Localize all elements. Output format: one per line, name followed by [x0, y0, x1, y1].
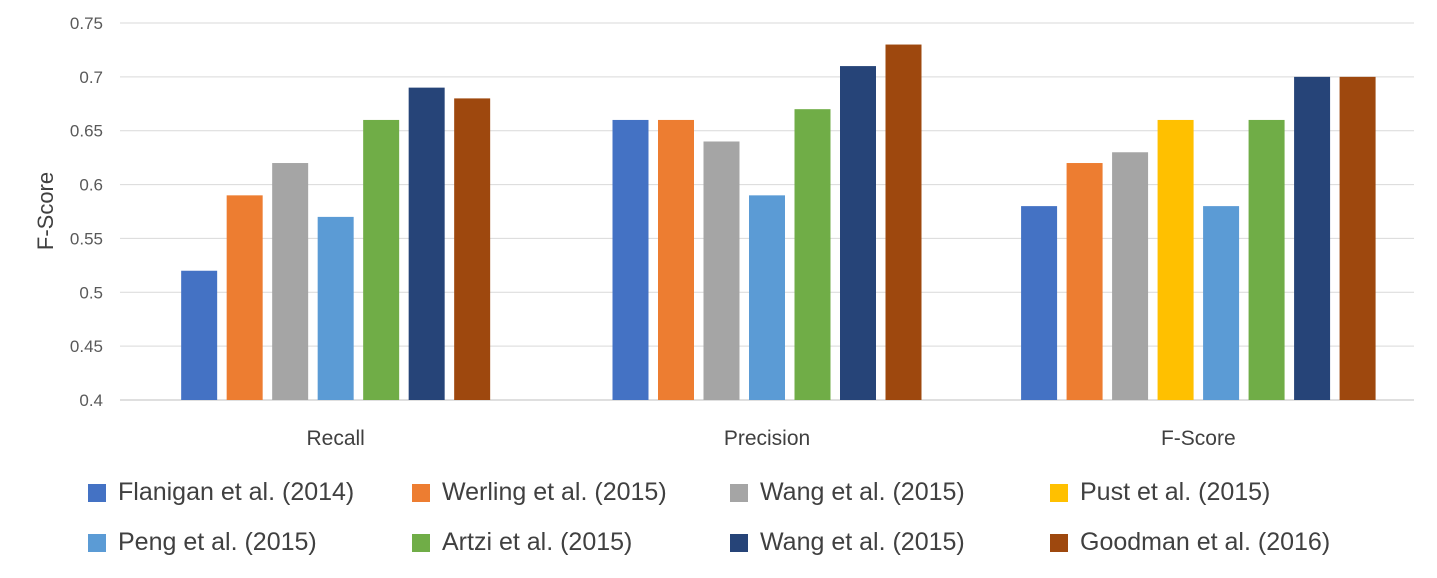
bar [1021, 206, 1058, 400]
bar [840, 66, 876, 400]
y-axis-ticks: 0.4 0.45 0.5 0.55 0.6 0.65 0.7 0.75 [70, 14, 103, 410]
bar [1248, 119, 1285, 400]
bar [181, 270, 218, 400]
legend-label: Wang et al. (2015) [760, 528, 965, 556]
y-axis-label: F-Score [33, 172, 58, 250]
legend-swatch [730, 533, 748, 552]
legend-swatch [730, 483, 748, 502]
legend-label: Goodman et al. (2016) [1080, 528, 1331, 556]
legend-swatch [1050, 483, 1068, 502]
bars [181, 44, 1376, 401]
legend-item: Wang et al. (2015) [730, 528, 965, 557]
bar [612, 119, 649, 400]
legend-item: Artzi et al. (2015) [412, 528, 632, 557]
legend-item: Werling et al. (2015) [412, 478, 667, 507]
bar [658, 119, 694, 400]
y-tick-label: 0.5 [79, 283, 103, 302]
bar [1157, 119, 1194, 400]
y-tick-label: 0.65 [70, 122, 103, 141]
legend: Flanigan et al. (2014) Werling et al. (20… [0, 466, 1437, 578]
legend-swatch [88, 533, 106, 552]
y-tick-label: 0.45 [70, 337, 103, 356]
bar [1112, 152, 1149, 400]
bar [794, 109, 831, 401]
bar-chart: 0.4 0.45 0.5 0.55 0.6 0.65 0.7 0.75 Recall Preci… [33, 14, 1414, 450]
category-label: Recall [306, 427, 364, 450]
legend-swatch [412, 533, 430, 552]
y-tick-label: 0.75 [70, 14, 103, 33]
y-tick-label: 0.55 [70, 229, 103, 248]
category-label: Precision [724, 427, 810, 450]
bar [1294, 76, 1331, 400]
bar [1203, 206, 1240, 400]
legend-swatch [88, 483, 106, 502]
bar [454, 98, 491, 401]
legend-label: Peng et al. (2015) [118, 528, 317, 556]
legend-item: Wang et al. (2015) [730, 478, 965, 507]
legend-item: Goodman et al. (2016) [1050, 528, 1330, 557]
bar [226, 195, 263, 400]
legend-swatch [412, 483, 430, 502]
bar [363, 119, 400, 400]
legend-label: Flanigan et al. (2014) [118, 478, 355, 506]
y-tick-label: 0.4 [79, 391, 103, 410]
legend-item: Pust et al. (2015) [1050, 478, 1270, 507]
category-label: F-Score [1161, 427, 1236, 450]
bar [1066, 163, 1103, 400]
legend-item: Peng et al. (2015) [88, 528, 317, 557]
legend-item: Flanigan et al. (2014) [88, 478, 354, 507]
bar [1339, 76, 1376, 400]
bar [317, 216, 354, 400]
bar [749, 195, 785, 400]
bar [885, 44, 922, 401]
bar [272, 163, 309, 400]
legend-label: Werling et al. (2015) [442, 478, 667, 506]
y-tick-label: 0.7 [79, 68, 103, 87]
bar [408, 87, 445, 400]
bar [703, 141, 740, 400]
x-axis-categories: Recall Precision F-Score [306, 427, 1235, 450]
legend-label: Pust et al. (2015) [1080, 478, 1271, 506]
legend-swatch [1050, 533, 1068, 552]
legend-label: Artzi et al. (2015) [442, 528, 633, 556]
y-tick-label: 0.6 [79, 176, 103, 195]
legend-label: Wang et al. (2015) [760, 478, 965, 506]
